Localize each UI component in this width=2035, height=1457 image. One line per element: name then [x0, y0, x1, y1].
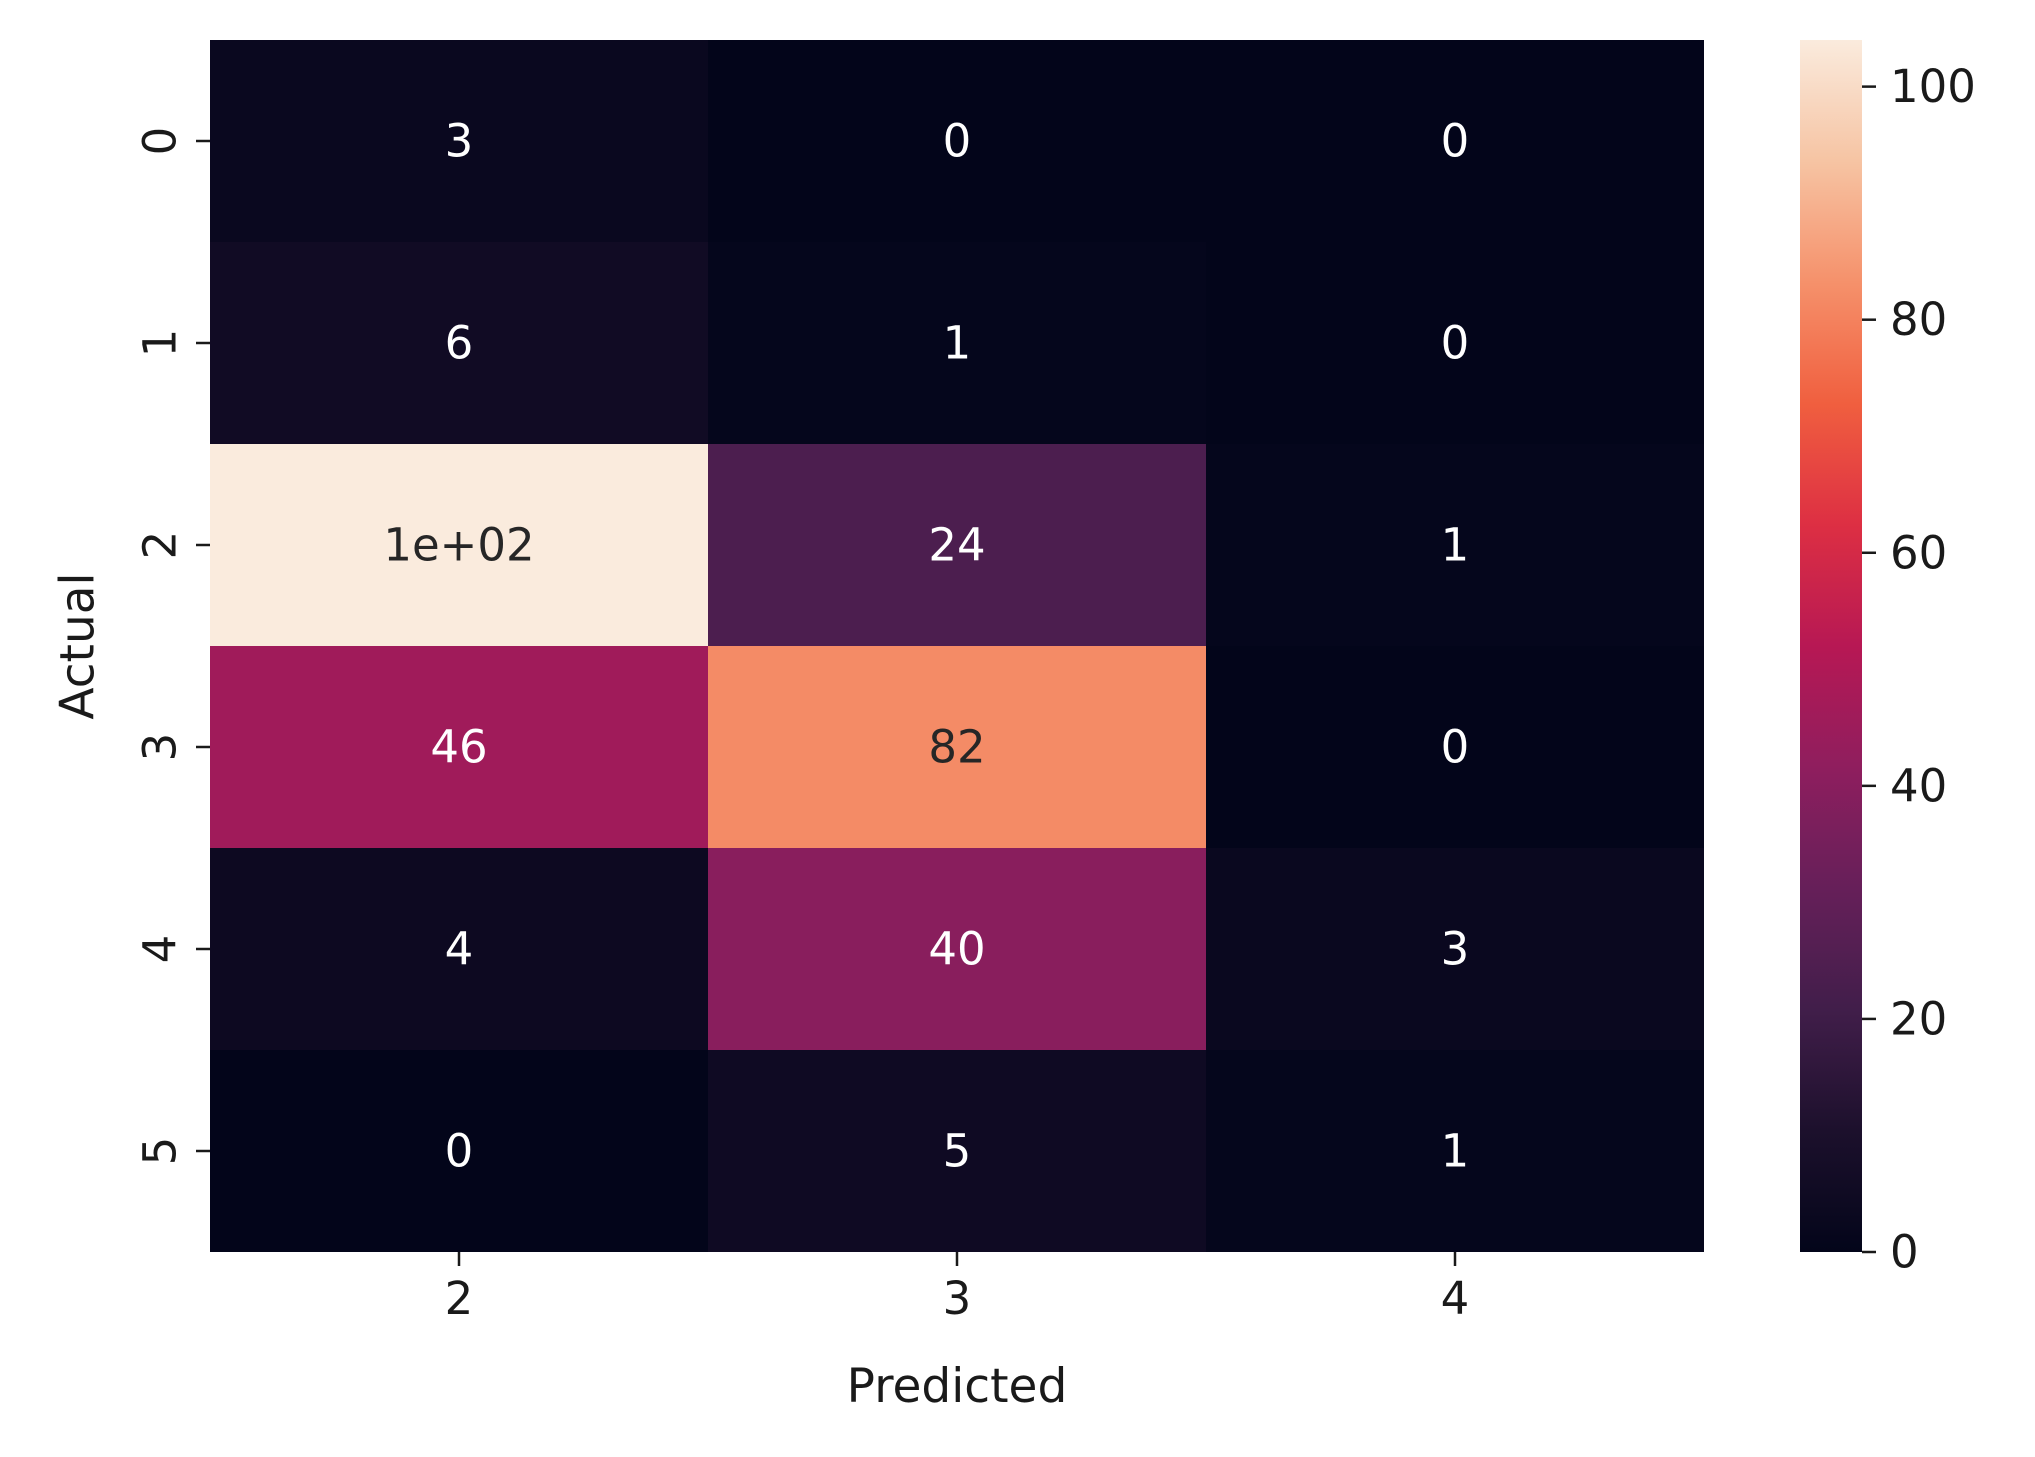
- y-axis: 0 1 2 3 4 5: [134, 127, 210, 1166]
- heatmap-cell: [708, 646, 1206, 848]
- heatmap-cell: [1206, 1050, 1704, 1252]
- x-tick-label: 3: [943, 1272, 972, 1325]
- y-tick-label: 5: [134, 1137, 187, 1166]
- colorbar: 0 20 40 60 80 100: [1800, 40, 1976, 1279]
- heatmap-cell: [210, 646, 708, 848]
- x-tick-label: 4: [1441, 1272, 1470, 1325]
- cell-annotation: 40: [928, 923, 985, 976]
- heatmap-cell: [1206, 848, 1704, 1050]
- heatmap-cell: [210, 1050, 708, 1252]
- heatmap-cell: [210, 242, 708, 444]
- cell-annotation: 6: [445, 317, 474, 370]
- y-axis-title: Actual: [51, 572, 106, 719]
- cell-annotation: 0: [943, 115, 972, 168]
- cell-annotation: 46: [430, 721, 487, 774]
- heatmap-cell: [210, 848, 708, 1050]
- cell-annotation: 0: [1441, 721, 1470, 774]
- y-tick-label: 4: [134, 935, 187, 964]
- cell-annotation: 1: [943, 317, 972, 370]
- cell-annotation: 1: [1441, 519, 1470, 572]
- y-tick-label: 2: [134, 531, 187, 560]
- heatmap-cell: [1206, 646, 1704, 848]
- cell-annotation: 3: [1441, 923, 1470, 976]
- y-tick-label: 3: [134, 733, 187, 762]
- heatmap-cell: [1206, 242, 1704, 444]
- colorbar-tick-label: 20: [1890, 992, 1947, 1045]
- cell-annotation: 1e+02: [383, 519, 534, 572]
- cell-annotation: 5: [943, 1125, 972, 1178]
- cell-annotation: 3: [445, 115, 474, 168]
- heatmap-cell: [210, 444, 708, 646]
- colorbar-tick-label: 100: [1890, 60, 1976, 113]
- heatmap-cell: [1206, 40, 1704, 242]
- cell-annotation: 0: [445, 1125, 474, 1178]
- colorbar-tick-label: 40: [1890, 759, 1947, 812]
- colorbar-tick-label: 60: [1890, 526, 1947, 579]
- heatmap-cells: 3 0 0 6 1 0 1e+02 24 1 46 82 0 4 40 3 0 5 1: [210, 40, 1704, 1252]
- x-tick-label: 2: [445, 1272, 474, 1325]
- cell-annotation: 1: [1441, 1125, 1470, 1178]
- heatmap-cell: [210, 40, 708, 242]
- cell-annotation: 4: [445, 923, 474, 976]
- cell-annotation: 0: [1441, 115, 1470, 168]
- y-tick-label: 0: [134, 127, 187, 156]
- y-tick-label: 1: [134, 329, 187, 358]
- cell-annotation: 24: [928, 519, 985, 572]
- heatmap-cell: [708, 444, 1206, 646]
- cell-annotation: 82: [928, 721, 985, 774]
- heatmap-cell: [708, 40, 1206, 242]
- heatmap-cell: [708, 242, 1206, 444]
- x-axis-title: Predicted: [847, 1359, 1068, 1414]
- colorbar-tick-label: 80: [1890, 293, 1947, 346]
- heatmap-cell: [708, 848, 1206, 1050]
- x-axis: 2 3 4: [445, 1252, 1470, 1325]
- heatmap-cell: [708, 1050, 1206, 1252]
- cell-annotation: 0: [1441, 317, 1470, 370]
- colorbar-gradient: [1800, 40, 1862, 1252]
- heatmap-cell: [1206, 444, 1704, 646]
- colorbar-tick-label: 0: [1890, 1226, 1919, 1279]
